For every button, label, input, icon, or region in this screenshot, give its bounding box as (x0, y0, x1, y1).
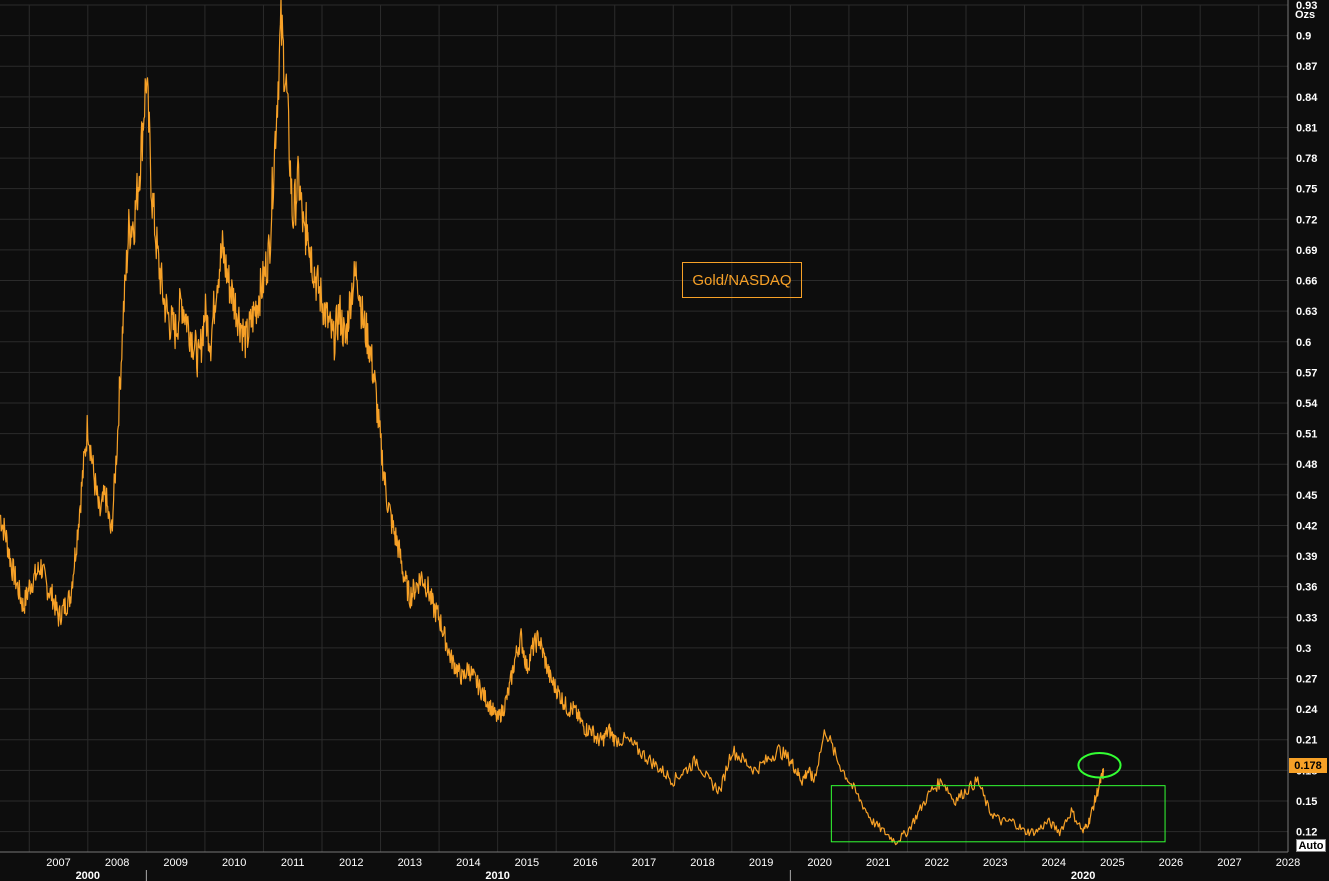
y-tick-label: 0.84 (1296, 92, 1318, 104)
x-tick-label: 2020 (807, 857, 831, 869)
y-tick-label: 0.3 (1296, 643, 1311, 655)
y-tick-label: 0.69 (1296, 245, 1317, 257)
x-tick-label: 2016 (573, 857, 597, 869)
x-major-label: 2020 (1071, 870, 1095, 881)
y-tick-label: 0.6 (1296, 337, 1311, 349)
y-tick-label: 0.42 (1296, 520, 1317, 532)
y-tick-label: 0.27 (1296, 674, 1317, 686)
x-tick-label: 2010 (222, 857, 246, 869)
x-tick-label: 2021 (866, 857, 890, 869)
y-tick-label: 0.39 (1296, 551, 1317, 563)
y-tick-label: 0.51 (1296, 429, 1317, 441)
grid (0, 4, 1288, 852)
y-tick-label: 0.45 (1296, 490, 1317, 502)
series-layer (0, 0, 1105, 846)
x-tick-label: 2015 (515, 857, 539, 869)
y-tick-label: 0.66 (1296, 276, 1317, 288)
y-tick-label: 0.36 (1296, 582, 1317, 594)
x-tick-label: 2022 (924, 857, 948, 869)
x-tick-label: 2024 (1042, 857, 1066, 869)
series-line (0, 0, 1105, 846)
x-tick-label: 2011 (281, 857, 305, 869)
y-tick-label: 0.15 (1296, 796, 1317, 808)
y-tick-label: 0.81 (1296, 122, 1317, 134)
x-tick-label: 2014 (456, 857, 480, 869)
y-tick-label: 0.78 (1296, 153, 1317, 165)
y-tick-label: 0.63 (1296, 306, 1317, 318)
x-tick-label: 2019 (749, 857, 773, 869)
x-axis: 2007 2008 2009 2010 2011 2012 2013 2014 2015 2016… (0, 0, 1300, 881)
chart-title: Gold/NASDAQ (682, 262, 802, 298)
y-tick-label: 0.57 (1296, 367, 1317, 379)
x-tick-label: 2018 (690, 857, 714, 869)
y-tick-label: 0.87 (1296, 61, 1317, 73)
breakout-circle-annotation (1077, 752, 1122, 779)
x-tick-label: 2009 (163, 857, 187, 869)
y-unit-label: Ozs (1295, 9, 1315, 21)
x-major-label: 2010 (485, 870, 509, 881)
y-tick-label: 0.54 (1296, 398, 1318, 410)
y-tick-label: 0.9 (1296, 31, 1311, 43)
y-tick-label: 0.93 (1296, 0, 1317, 12)
y-tick-label: 0.75 (1296, 184, 1317, 196)
auto-scale-button[interactable]: Auto (1296, 839, 1326, 852)
x-tick-label: 2012 (339, 857, 363, 869)
x-major-label: 2000 (76, 870, 100, 881)
y-tick-label: 0.12 (1296, 827, 1317, 839)
y-tick-label: 0.24 (1296, 704, 1318, 716)
x-tick-label: 2023 (983, 857, 1007, 869)
x-tick-label: 2007 (46, 857, 70, 869)
y-tick-label: 0.21 (1296, 735, 1317, 747)
x-tick-label: 2025 (1100, 857, 1124, 869)
y-tick-label: 0.72 (1296, 214, 1317, 226)
x-tick-label: 2013 (398, 857, 422, 869)
annotation-layer (830, 752, 1166, 843)
x-tick-label: 2008 (105, 857, 129, 869)
x-tick-label: 2017 (632, 857, 656, 869)
x-tick-label: 2028 (1276, 857, 1300, 869)
y-tick-label: 0.48 (1296, 459, 1317, 471)
x-tick-label: 2027 (1217, 857, 1241, 869)
y-axis: 0.120.150.180.210.240.270.30.330.360.390… (1296, 0, 1318, 839)
y-tick-label: 0.33 (1296, 612, 1317, 624)
x-tick-label: 2026 (1159, 857, 1183, 869)
range-box-annotation (830, 785, 1166, 843)
last-value-badge: 0.178 (1289, 758, 1327, 773)
